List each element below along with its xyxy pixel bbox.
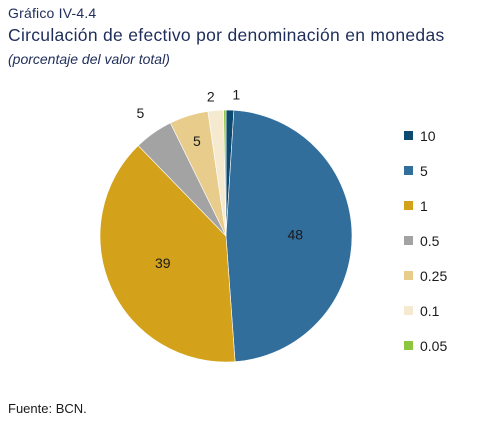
chart-subtitle: (porcentaje del valor total) [8, 51, 170, 67]
legend-swatch [404, 201, 413, 210]
data-label-1: 39 [155, 255, 171, 271]
legend-item-10: 10 [404, 118, 447, 153]
legend-label: 0.5 [420, 232, 440, 249]
legend-swatch [404, 306, 413, 315]
chart-kicker: Gráfico IV-4.4 [8, 5, 97, 21]
legend-swatch [404, 236, 413, 245]
legend-swatch [404, 131, 413, 140]
data-label-5: 48 [288, 226, 304, 242]
legend-label: 0.25 [420, 267, 448, 284]
legend-item-0-1: 0.1 [404, 293, 447, 328]
legend-label: 5 [420, 162, 428, 179]
legend-item-5: 5 [404, 153, 447, 188]
pie-slice-1 [99, 145, 236, 363]
legend-swatch [404, 166, 413, 175]
chart-legend: 10 5 1 0.5 0.25 0.1 0.05 [404, 118, 447, 363]
legend-item-0-05: 0.05 [404, 328, 447, 363]
legend-swatch [404, 271, 413, 280]
pie-slice-5 [225, 109, 353, 362]
data-label-0-5: 5 [136, 105, 144, 121]
legend-item-0-25: 0.25 [404, 258, 447, 293]
legend-item-0-5: 0.5 [404, 223, 447, 258]
data-label-0-25: 5 [193, 133, 201, 149]
legend-swatch [404, 341, 413, 350]
legend-label: 1 [420, 197, 428, 214]
chart-source: Fuente: BCN. [8, 401, 87, 416]
legend-label: 10 [420, 127, 436, 144]
pie-slice-0-05 [223, 109, 227, 237]
chart-title: Circulación de efectivo por denominación… [8, 25, 445, 45]
data-label-0-1: 2 [207, 89, 215, 105]
legend-label: 0.05 [420, 337, 448, 354]
data-label-10: 1 [232, 87, 240, 103]
legend-label: 0.1 [420, 302, 440, 319]
legend-item-1: 1 [404, 188, 447, 223]
